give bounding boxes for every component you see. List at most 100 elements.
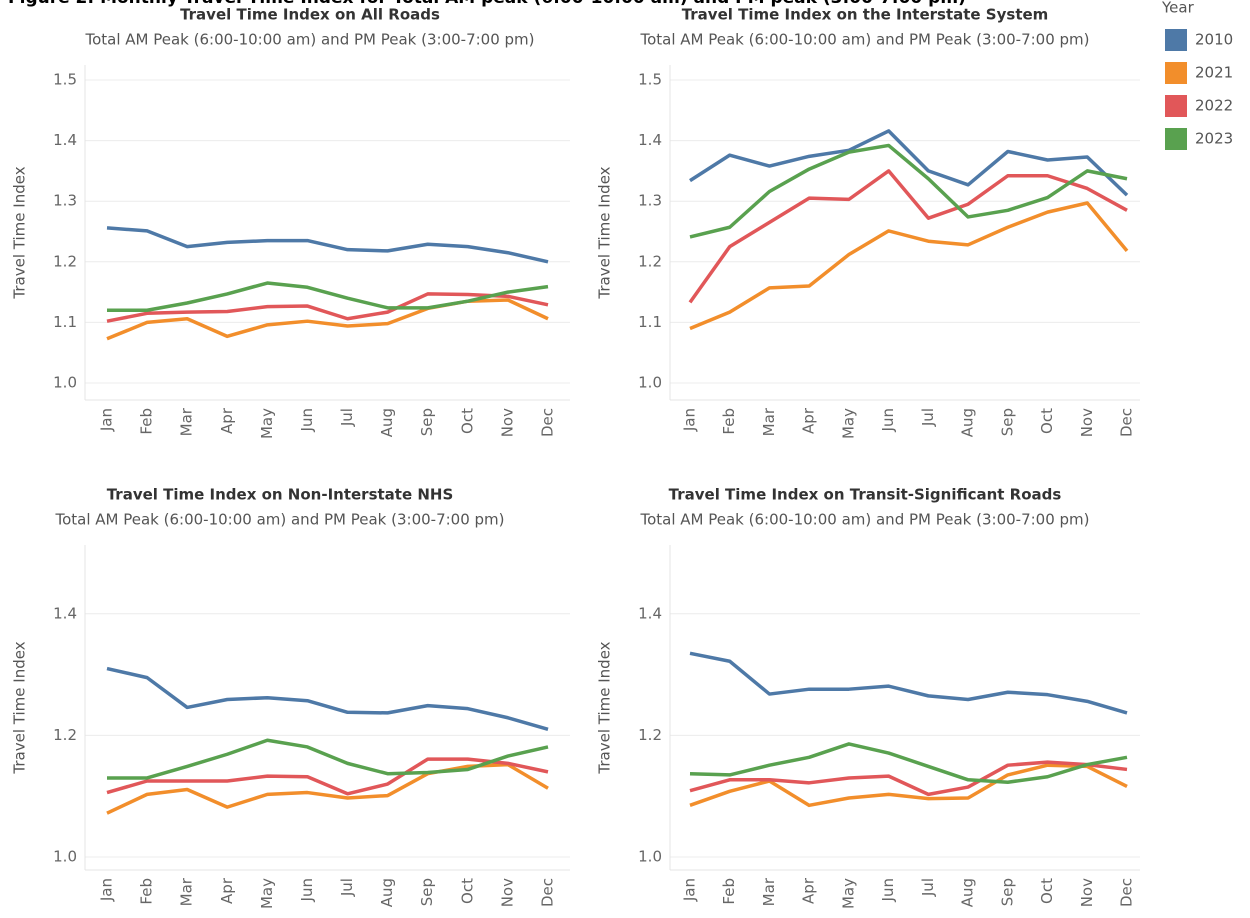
x-tick-label: Jan bbox=[681, 878, 699, 902]
y-tick-label: 1.2 bbox=[638, 252, 662, 270]
series-line bbox=[106, 757, 549, 796]
series-line bbox=[106, 292, 549, 323]
y-tick-label: 1.0 bbox=[638, 848, 662, 866]
y-tick-label: 1.2 bbox=[638, 726, 662, 744]
x-tick-label: Sep bbox=[418, 408, 436, 436]
x-tick-label: Dec bbox=[1118, 878, 1136, 907]
series-line bbox=[688, 169, 1128, 304]
x-tick-label: Jun bbox=[298, 878, 316, 902]
x-tick-label: Mar bbox=[178, 877, 196, 906]
series-line bbox=[689, 143, 1128, 239]
x-tick-label: May bbox=[258, 408, 276, 439]
y-tick-label: 1.0 bbox=[53, 848, 77, 866]
y-tick-label: 1.4 bbox=[53, 604, 77, 622]
y-tick-label: 1.0 bbox=[53, 374, 77, 392]
series-line bbox=[689, 201, 1129, 331]
x-tick-label: Jun bbox=[879, 878, 897, 902]
x-tick-label: Feb bbox=[720, 878, 738, 905]
y-tick-label: 1.3 bbox=[53, 192, 77, 210]
legend-swatch bbox=[1165, 62, 1187, 84]
series-line bbox=[689, 129, 1129, 197]
chart-subtitle: Total AM Peak (6:00-10:00 am) and PM Pea… bbox=[639, 511, 1089, 529]
y-tick-label: 1.5 bbox=[53, 71, 77, 89]
series-line bbox=[689, 651, 1128, 715]
chart-title: Travel Time Index on Non-Interstate NHS bbox=[107, 486, 454, 504]
x-tick-label: Nov bbox=[498, 878, 516, 907]
series-line bbox=[689, 763, 1128, 808]
x-tick-label: Mar bbox=[178, 407, 196, 436]
chart-subtitle: Total AM Peak (6:00-10:00 am) and PM Pea… bbox=[639, 31, 1089, 49]
x-tick-label: May bbox=[839, 408, 857, 439]
y-axis-title: Travel Time Index bbox=[11, 166, 29, 299]
x-tick-label: Sep bbox=[998, 408, 1016, 436]
x-tick-label: Oct bbox=[458, 878, 476, 904]
x-tick-label: Nov bbox=[1078, 408, 1096, 437]
x-tick-label: Feb bbox=[720, 408, 738, 435]
y-axis-title: Travel Time Index bbox=[596, 166, 614, 299]
x-tick-label: Jan bbox=[681, 408, 699, 432]
series-line bbox=[689, 760, 1128, 797]
x-tick-label: Jun bbox=[879, 408, 897, 432]
y-tick-label: 1.1 bbox=[638, 313, 662, 331]
chart-title: Travel Time Index on Transit-Significant… bbox=[669, 486, 1062, 504]
series-line bbox=[107, 738, 549, 780]
y-axis-title: Travel Time Index bbox=[11, 641, 29, 774]
legend-label: 2010 bbox=[1195, 31, 1233, 49]
series-line bbox=[689, 742, 1128, 784]
legend-swatch bbox=[1165, 128, 1187, 150]
x-tick-label: May bbox=[258, 878, 276, 909]
x-tick-label: Apr bbox=[800, 407, 818, 434]
x-tick-label: Dec bbox=[539, 878, 557, 907]
series-line bbox=[106, 666, 549, 732]
chart-title: Travel Time Index on All Roads bbox=[180, 6, 440, 24]
legend-label: 2021 bbox=[1195, 64, 1233, 82]
x-tick-label: Oct bbox=[1038, 878, 1056, 904]
y-tick-label: 1.4 bbox=[53, 131, 77, 149]
x-tick-label: May bbox=[839, 878, 857, 909]
x-tick-label: Sep bbox=[418, 878, 436, 906]
chart-title: Travel Time Index on the Interstate Syst… bbox=[682, 6, 1049, 24]
x-tick-label: Aug bbox=[959, 408, 977, 437]
y-tick-label: 1.1 bbox=[53, 313, 77, 331]
x-tick-label: Jun bbox=[298, 408, 316, 432]
x-tick-label: Jul bbox=[338, 878, 356, 897]
y-tick-label: 1.2 bbox=[53, 252, 77, 270]
chart-subtitle: Total AM Peak (6:00-10:00 am) and PM Pea… bbox=[54, 511, 504, 529]
x-tick-label: Feb bbox=[138, 408, 156, 435]
x-tick-label: Jul bbox=[919, 408, 937, 427]
x-tick-label: Mar bbox=[760, 407, 778, 436]
x-tick-label: Aug bbox=[378, 878, 396, 907]
y-axis-title: Travel Time Index bbox=[596, 641, 614, 774]
y-tick-label: 1.4 bbox=[638, 604, 662, 622]
x-tick-label: Nov bbox=[498, 408, 516, 437]
y-tick-label: 1.2 bbox=[53, 726, 77, 744]
series-line bbox=[107, 281, 549, 313]
y-tick-label: 1.4 bbox=[638, 131, 662, 149]
legend-swatch bbox=[1165, 29, 1187, 51]
legend-title: Year bbox=[1161, 0, 1195, 17]
x-tick-label: Oct bbox=[458, 408, 476, 434]
x-tick-label: Jan bbox=[98, 878, 116, 902]
x-tick-label: Jul bbox=[919, 878, 937, 897]
x-tick-label: Oct bbox=[1038, 408, 1056, 434]
x-tick-label: Sep bbox=[998, 878, 1016, 906]
legend-label: 2022 bbox=[1195, 97, 1233, 115]
series-line bbox=[106, 226, 549, 264]
y-tick-label: 1.5 bbox=[638, 71, 662, 89]
x-tick-label: Feb bbox=[138, 878, 156, 905]
x-tick-label: Dec bbox=[1118, 408, 1136, 437]
x-tick-label: Apr bbox=[218, 877, 236, 904]
figure-title: Figure 2: Monthly Travel Time Index for … bbox=[8, 0, 966, 8]
x-tick-label: Jan bbox=[98, 408, 116, 432]
x-tick-label: Dec bbox=[539, 408, 557, 437]
chart-subtitle: Total AM Peak (6:00-10:00 am) and PM Pea… bbox=[84, 31, 534, 49]
y-tick-label: 1.3 bbox=[638, 192, 662, 210]
x-tick-label: Aug bbox=[378, 408, 396, 437]
x-tick-label: Nov bbox=[1078, 878, 1096, 907]
y-tick-label: 1.0 bbox=[638, 374, 662, 392]
x-tick-label: Apr bbox=[800, 877, 818, 904]
legend-label: 2023 bbox=[1195, 130, 1233, 148]
x-tick-label: Apr bbox=[218, 407, 236, 434]
